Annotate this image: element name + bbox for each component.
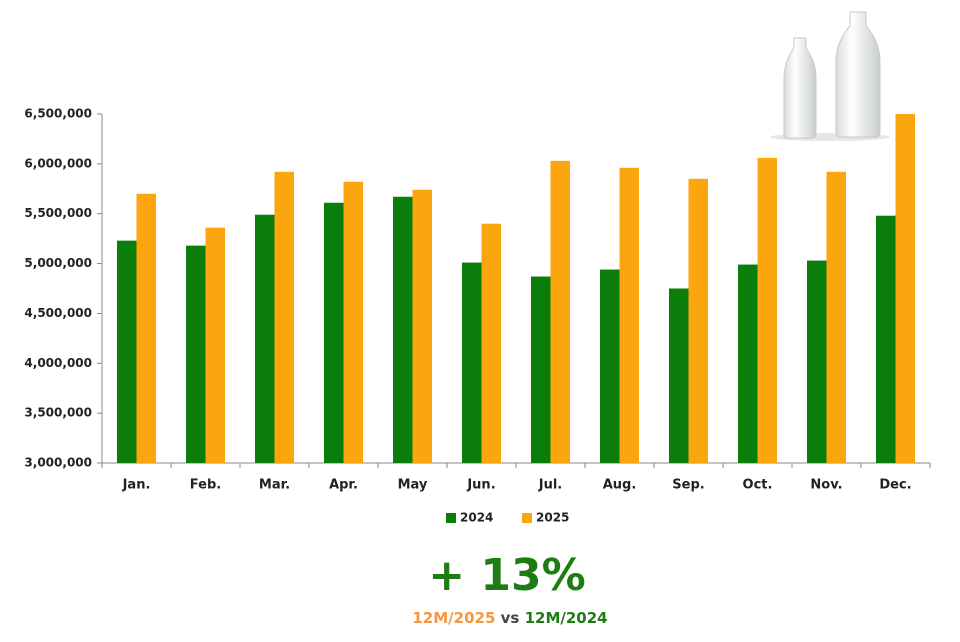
current-period: 12M/2025 xyxy=(412,609,495,627)
bar xyxy=(738,264,758,463)
y-tick-label: 6,500,000 xyxy=(24,107,92,121)
bar xyxy=(117,240,137,463)
bar xyxy=(324,202,344,463)
x-tick-label: May xyxy=(398,478,428,493)
x-tick-label: Nov. xyxy=(810,478,842,493)
bar xyxy=(274,171,294,463)
previous-period: 12M/2024 xyxy=(525,609,608,627)
bar xyxy=(688,178,708,464)
y-tick-label: 5,000,000 xyxy=(24,256,92,270)
y-tick-label: 4,500,000 xyxy=(24,306,92,320)
legend-label: 2025 xyxy=(536,511,569,525)
headline: + 13% xyxy=(428,550,586,601)
legend-swatch xyxy=(446,513,456,523)
bar xyxy=(343,181,363,463)
x-tick-label: Mar. xyxy=(259,478,290,493)
y-tick-label: 5,500,000 xyxy=(24,206,92,220)
x-tick-label: Jun. xyxy=(466,478,495,493)
bar xyxy=(186,245,206,463)
x-tick-label: Sep. xyxy=(672,478,704,493)
legend-swatch xyxy=(522,513,532,523)
bar xyxy=(481,223,501,463)
bar xyxy=(826,171,846,463)
legend-label: 2024 xyxy=(460,511,493,525)
x-tick-label: Jan. xyxy=(122,478,151,493)
bar xyxy=(600,269,620,463)
bar xyxy=(531,276,551,463)
bar xyxy=(136,193,156,463)
bar xyxy=(619,167,639,464)
x-tick-label: Aug. xyxy=(603,478,637,493)
bar xyxy=(462,262,482,463)
bar xyxy=(895,114,915,463)
bar xyxy=(255,214,275,463)
x-tick-label: Apr. xyxy=(329,478,358,493)
bar xyxy=(807,260,827,463)
bar xyxy=(876,215,896,463)
x-tick-label: Oct. xyxy=(743,478,773,493)
bar xyxy=(412,189,432,464)
bar xyxy=(205,227,225,463)
x-tick-label: Feb. xyxy=(190,478,221,493)
y-tick-label: 4,000,000 xyxy=(24,356,92,370)
bar xyxy=(669,288,689,463)
connector: vs xyxy=(501,609,520,627)
y-tick-label: 3,000,000 xyxy=(24,456,92,470)
y-tick-label: 6,000,000 xyxy=(24,156,92,170)
milk-bottles xyxy=(770,11,890,141)
y-tick-label: 3,500,000 xyxy=(24,406,92,420)
bar xyxy=(393,196,413,463)
bar xyxy=(550,160,570,463)
bar xyxy=(757,157,777,464)
x-tick-label: Dec. xyxy=(879,478,911,493)
x-tick-label: Jul. xyxy=(538,478,563,493)
comparison: 12M/2025 vs 12M/2024 xyxy=(412,609,607,627)
